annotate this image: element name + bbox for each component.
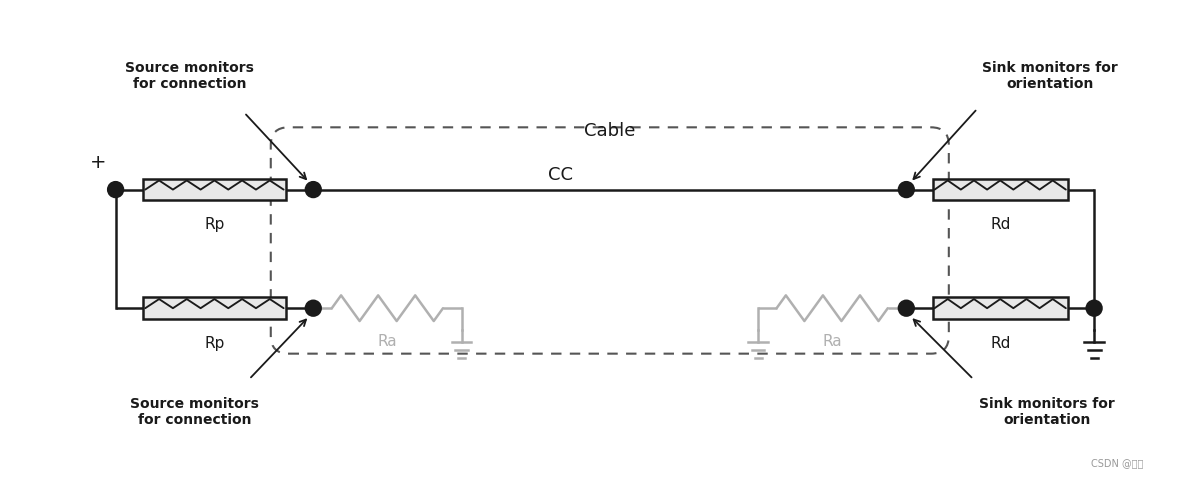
Text: Source monitors
for connection: Source monitors for connection bbox=[126, 60, 254, 91]
Circle shape bbox=[899, 301, 914, 316]
Text: Ra: Ra bbox=[378, 334, 397, 349]
Circle shape bbox=[108, 182, 123, 197]
Bar bbox=[143, 179, 286, 200]
Text: Rp: Rp bbox=[204, 217, 225, 232]
Text: Sink monitors for
orientation: Sink monitors for orientation bbox=[981, 60, 1117, 91]
Bar bbox=[933, 179, 1068, 200]
Text: Ra: Ra bbox=[822, 334, 843, 349]
Text: +: + bbox=[90, 153, 105, 172]
Bar bbox=[933, 297, 1068, 319]
Circle shape bbox=[899, 182, 914, 197]
Text: Source monitors
for connection: Source monitors for connection bbox=[130, 397, 260, 427]
Text: CC: CC bbox=[547, 166, 572, 183]
Text: Rp: Rp bbox=[204, 336, 225, 351]
Text: Rd: Rd bbox=[989, 336, 1011, 351]
Bar bbox=[143, 297, 286, 319]
Text: Sink monitors for
orientation: Sink monitors for orientation bbox=[979, 397, 1115, 427]
Text: Rd: Rd bbox=[989, 217, 1011, 232]
Circle shape bbox=[306, 182, 321, 197]
Text: CSDN @易板: CSDN @易板 bbox=[1091, 458, 1144, 468]
Circle shape bbox=[306, 301, 321, 316]
Text: Cable: Cable bbox=[584, 122, 635, 140]
Circle shape bbox=[1087, 301, 1102, 316]
